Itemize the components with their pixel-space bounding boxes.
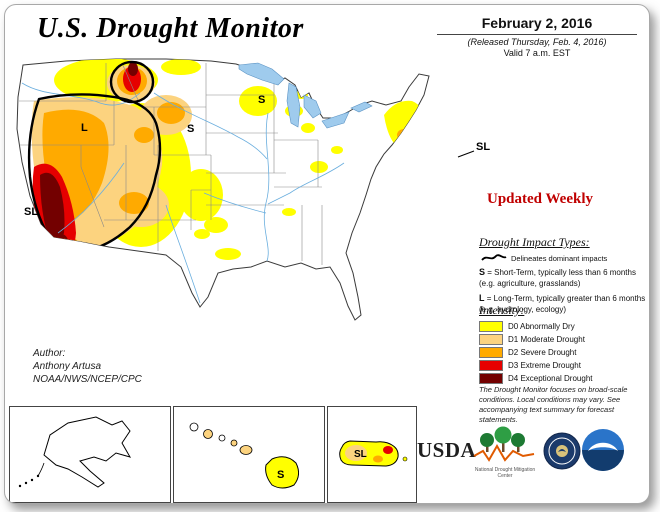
impact-boundaries xyxy=(27,60,162,253)
us-map: L S S SL SL xyxy=(6,55,506,355)
us-map-svg: L S S SL SL xyxy=(16,58,490,321)
author-name: Anthony Artusa xyxy=(33,361,102,373)
author-label: Author: xyxy=(33,348,66,359)
d4-label: D4 Exceptional Drought xyxy=(508,374,593,383)
valid-time: Valid 7 a.m. EST xyxy=(503,48,571,58)
map-label-dakotas: S xyxy=(258,94,265,106)
d0-label: D0 Abnormally Dry xyxy=(508,322,575,331)
short-term-key: S xyxy=(479,267,486,277)
alaska-map xyxy=(18,416,132,488)
map-label-northeast: SL xyxy=(476,141,490,153)
date-block: February 2, 2016 (Released Thursday, Feb… xyxy=(437,15,637,58)
lake-huron xyxy=(303,94,322,119)
d3-label: D3 Extreme Drought xyxy=(508,361,581,370)
long-term-text: = Long-Term, typically greater than 6 mo… xyxy=(479,294,646,314)
intensity-row-d1: D1 Moderate Drought xyxy=(479,334,649,345)
impact-entry-long-term: L = Long-Term, typically greater than 6 … xyxy=(479,293,649,315)
release-note: (Released Thursday, Feb. 4, 2016) xyxy=(467,37,607,47)
lake-erie xyxy=(321,111,350,129)
commerce-seal-logo xyxy=(543,432,581,470)
drought-monitor-card: U.S. Drought Monitor February 2, 2016 (R… xyxy=(4,4,650,504)
impact-boundary-washington xyxy=(109,60,155,104)
lake-superior xyxy=(238,62,285,86)
map-label-oregon: L xyxy=(81,122,88,134)
great-lakes xyxy=(238,62,373,129)
intensity-heading: Intensity: xyxy=(479,303,525,317)
report-date: February 2, 2016 xyxy=(437,15,637,35)
hawaii-impact-label: S xyxy=(277,469,284,481)
ndmc-logo: National Drought Mitigation Center xyxy=(471,425,539,479)
d0-swatch xyxy=(479,321,503,332)
d3-swatch xyxy=(479,360,503,371)
d1-label: D1 Moderate Drought xyxy=(508,335,585,344)
northeast-label-pointer xyxy=(457,150,475,158)
lake-michigan xyxy=(286,82,301,128)
map-label-california: SL xyxy=(24,206,38,218)
inset-hawaii: S xyxy=(173,406,325,503)
disclaimer-text: The Drought Monitor focuses on broad-sca… xyxy=(479,385,628,425)
noaa-logo xyxy=(581,428,625,472)
impact-entry-short-term: S = Short-Term, typically less than 6 mo… xyxy=(479,267,649,289)
ndmc-caption: National Drought Mitigation Center xyxy=(474,467,536,479)
delineates-label: Delineates dominant impacts xyxy=(511,253,608,263)
author-block: Author: Anthony Artusa NOAA/NWS/NCEP/CPC xyxy=(33,347,142,387)
d1-swatch xyxy=(479,334,503,345)
long-term-key: L xyxy=(479,293,485,304)
inset-puerto-rico: SL xyxy=(327,406,417,503)
intensity-row-d4: D4 Exceptional Drought xyxy=(479,373,649,384)
impact-boundary-west xyxy=(27,93,162,253)
inset-alaska xyxy=(9,406,171,503)
delineation-line-icon xyxy=(481,254,507,261)
intensity-legend: Intensity: D0 Abnormally Dry D1 Moderate… xyxy=(479,303,649,386)
ndmc-trees-icon xyxy=(473,426,535,462)
intensity-row-d3: D3 Extreme Drought xyxy=(479,360,649,371)
impact-types-heading: Drought Impact Types: xyxy=(479,235,590,249)
hawaii-map: S xyxy=(189,422,300,489)
noaa-emblem-icon xyxy=(582,429,624,471)
state-borders xyxy=(19,62,323,265)
author-org: NOAA/NWS/NCEP/CPC xyxy=(33,374,142,386)
d2-label: D2 Severe Drought xyxy=(508,348,577,357)
updated-weekly-note: Updated Weekly xyxy=(487,191,593,207)
short-term-text: = Short-Term, typically less than 6 mont… xyxy=(479,268,636,288)
map-label-montana: S xyxy=(187,123,194,135)
intensity-row-d0: D0 Abnormally Dry xyxy=(479,321,649,332)
d2-swatch xyxy=(479,347,503,358)
d4-swatch xyxy=(479,373,503,384)
page-title: U.S. Drought Monitor xyxy=(37,13,304,44)
impact-types-legend: Drought Impact Types: Delineates dominan… xyxy=(479,235,649,319)
puerto-rico-map: SL xyxy=(339,440,408,467)
lake-ontario xyxy=(350,101,373,113)
map-labels: L S S SL SL xyxy=(24,94,490,218)
intensity-row-d2: D2 Severe Drought xyxy=(479,347,649,358)
commerce-seal-icon xyxy=(543,432,581,470)
puerto-rico-impact-label: SL xyxy=(354,449,367,460)
usda-logo: USDA xyxy=(417,438,477,462)
